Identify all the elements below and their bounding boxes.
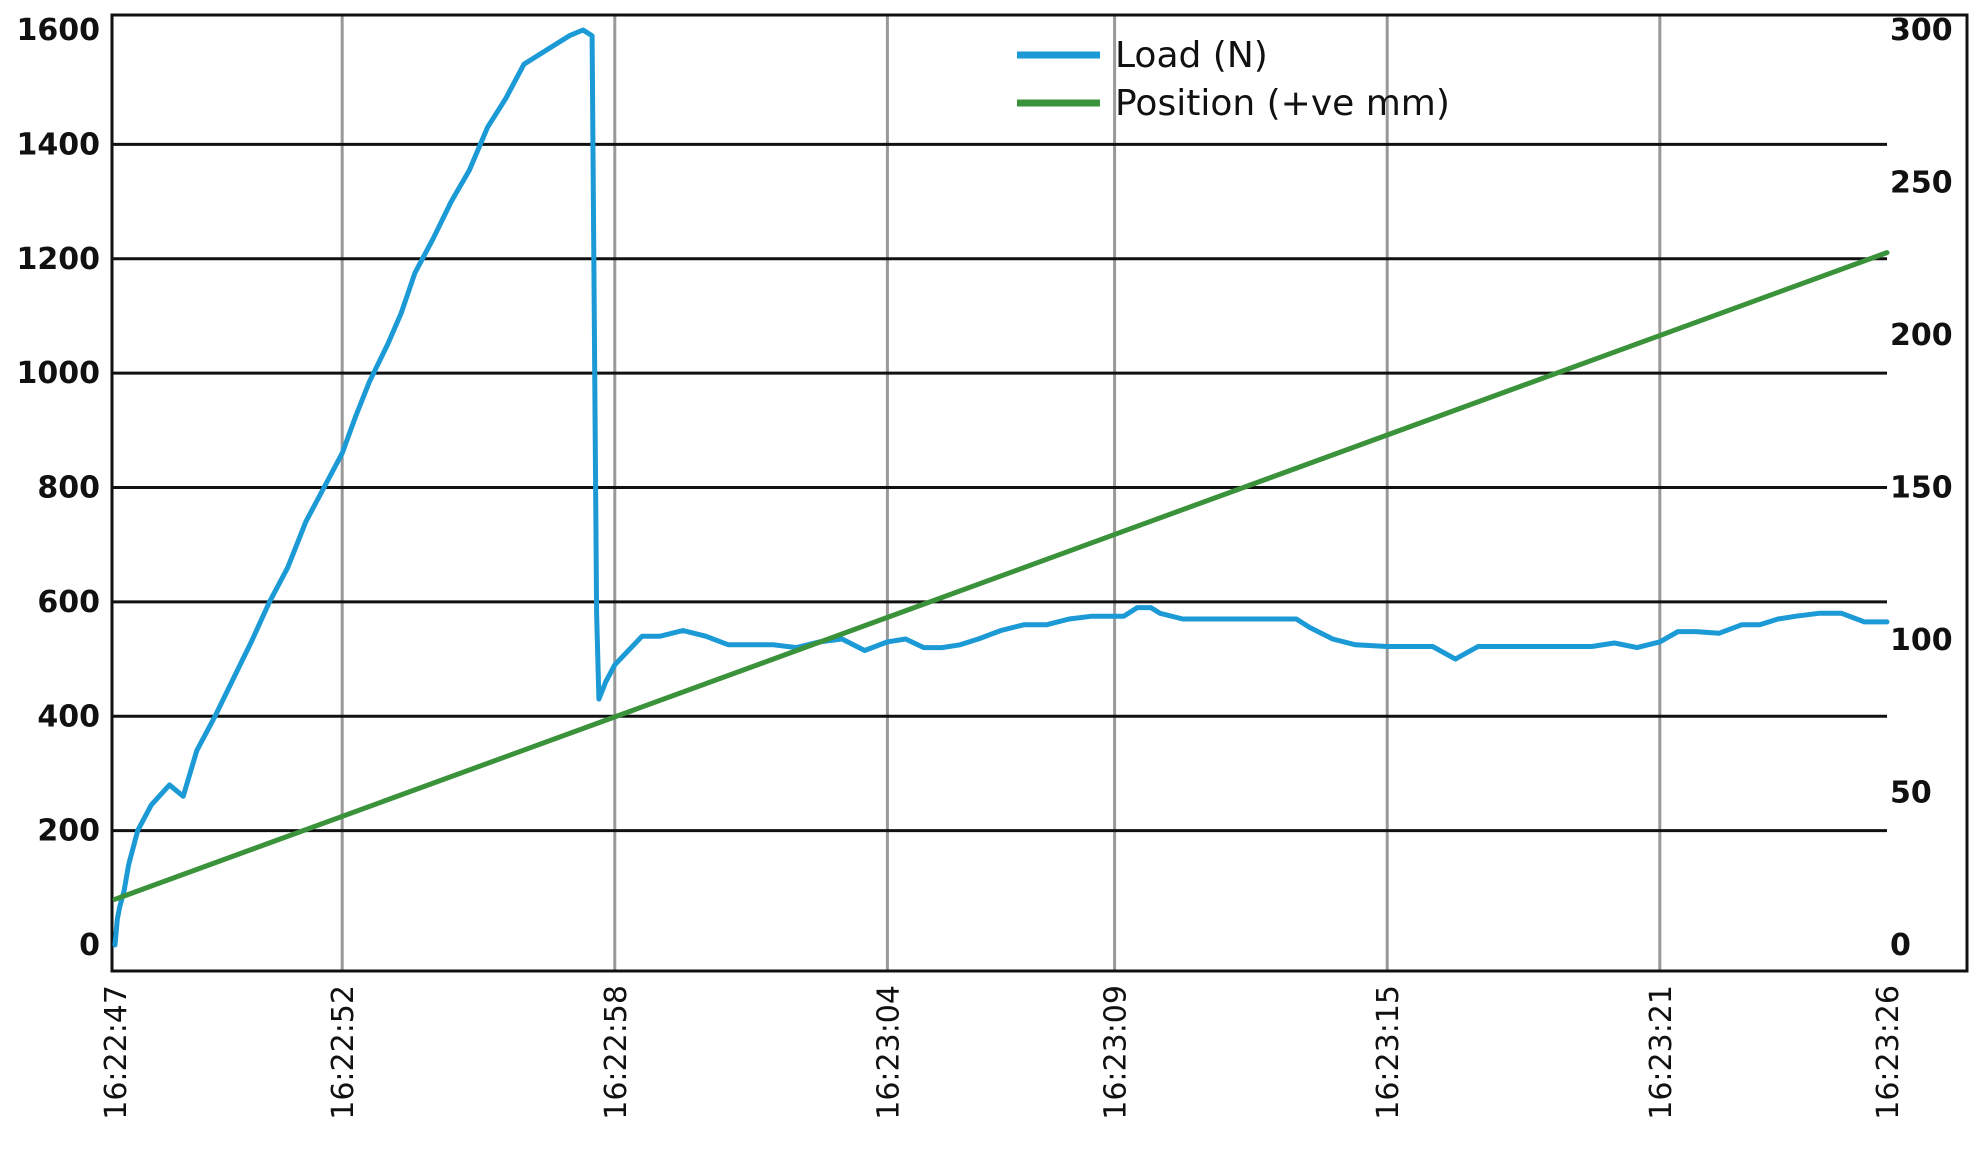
x-tick-label: 16:23:09	[1099, 985, 1134, 1120]
left-axis-ticks: 0 200 400 600 800 1000 1200 1400 1600	[17, 13, 101, 963]
y-left-tick-label: 600	[37, 585, 100, 620]
x-tick-label: 16:23:21	[1644, 985, 1679, 1120]
x-tick-label: 16:22:47	[99, 985, 134, 1120]
y-left-tick-label: 0	[79, 928, 100, 963]
y-right-tick-label: 0	[1890, 928, 1911, 963]
y-right-tick-label: 300	[1890, 13, 1953, 48]
plot-frame	[110, 13, 1969, 973]
y-left-tick-label: 800	[37, 471, 100, 506]
horizontal-gridlines	[112, 142, 1887, 833]
y-left-tick-label: 1200	[17, 242, 101, 277]
y-left-tick-label: 200	[37, 814, 100, 849]
x-tick-label: 16:23:15	[1371, 985, 1406, 1120]
y-left-tick-label: 400	[37, 699, 100, 734]
legend-label: Position (+ve mm)	[1115, 83, 1450, 124]
x-tick-label: 16:23:04	[871, 985, 906, 1120]
y-right-tick-label: 200	[1890, 318, 1953, 353]
vertical-gridlines	[340, 15, 1662, 971]
x-tick-label: 16:22:52	[326, 985, 361, 1120]
y-right-tick-label: 100	[1890, 623, 1953, 658]
y-right-tick-label: 150	[1890, 471, 1953, 506]
series-lines	[112, 27, 1890, 948]
y-right-tick-label: 50	[1890, 776, 1932, 811]
right-axis-ticks: 0 50 100 150 200 250 300	[1890, 13, 1953, 963]
y-left-tick-label: 1400	[17, 127, 101, 162]
y-left-tick-label: 1000	[17, 356, 101, 391]
y-right-tick-label: 250	[1890, 166, 1953, 201]
y-left-tick-label: 1600	[17, 13, 101, 48]
series-line-position-ve-mm	[112, 250, 1890, 902]
legend: Load (N) Position (+ve mm)	[1017, 35, 1450, 124]
x-axis-ticks: 16:22:47 16:22:52 16:22:58 16:23:04 16:23:09…	[99, 985, 1906, 1120]
x-tick-label: 16:22:58	[599, 985, 634, 1120]
series-line-load-n	[112, 27, 1890, 948]
x-tick-label: 16:23:26	[1871, 985, 1906, 1120]
legend-label: Load (N)	[1115, 35, 1268, 76]
